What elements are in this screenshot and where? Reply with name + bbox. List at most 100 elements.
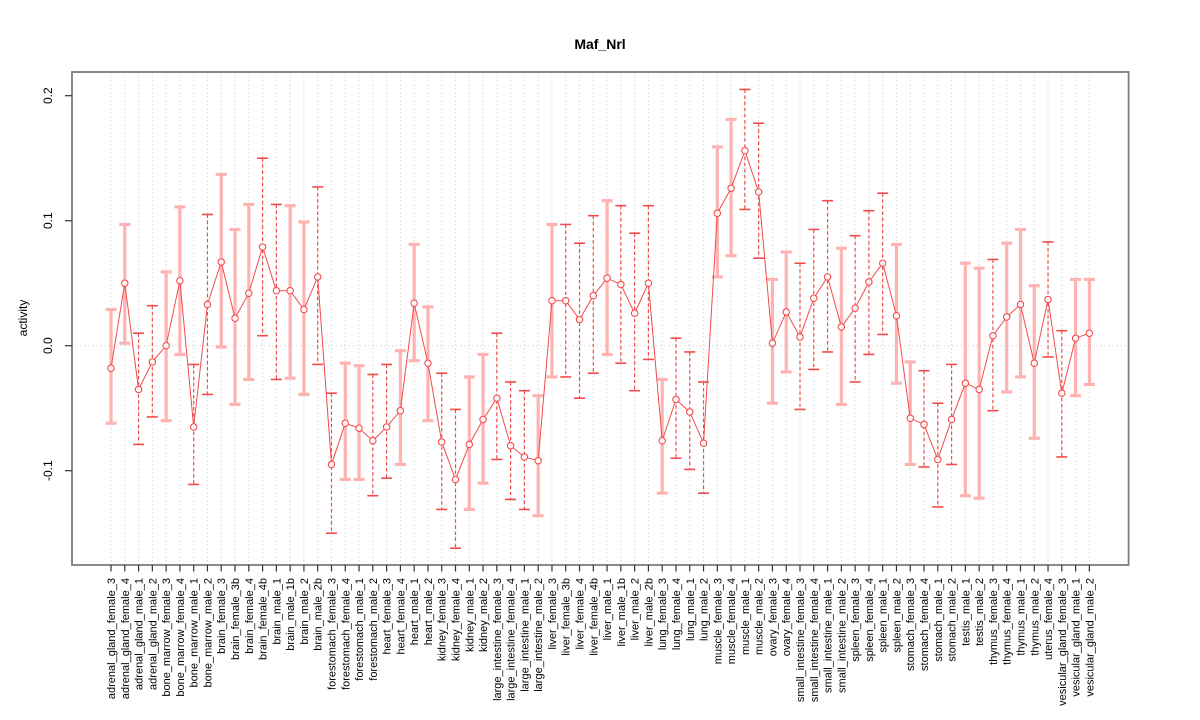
x-tick-label: adrenal_gland_male_2 xyxy=(147,578,159,690)
data-point xyxy=(561,296,570,305)
x-tick-label: large_intestine_male_2 xyxy=(533,578,545,692)
data-point xyxy=(1016,300,1025,309)
data-point xyxy=(699,439,708,447)
data-point xyxy=(603,274,611,282)
x-tick-label: large_intestine_male_1 xyxy=(519,578,531,692)
x-tick-label: testis_male_2 xyxy=(974,578,986,646)
data-point xyxy=(961,379,970,387)
x-tick-label: lung_male_1 xyxy=(685,578,697,641)
data-point xyxy=(837,323,846,331)
plot-border xyxy=(71,71,1130,566)
x-tick-label: heart_male_2 xyxy=(423,578,435,645)
data-point xyxy=(493,394,501,402)
x-tick-label: liver_female_3b xyxy=(561,578,573,656)
data-point xyxy=(479,415,487,424)
x-tick-label: vesicular_gland_male_2 xyxy=(1084,578,1096,697)
x-tick-label: ovary_female_4 xyxy=(781,578,793,656)
data-point xyxy=(823,273,832,281)
data-point xyxy=(892,311,901,320)
x-tick-label: thymus_female_3 xyxy=(988,578,1000,665)
x-tick-label: liver_male_2b xyxy=(643,578,655,646)
data-point xyxy=(589,291,598,300)
x-tick-label: lung_female_3 xyxy=(657,578,669,650)
data-point xyxy=(644,279,653,287)
x-tick-label: stomach_male_2 xyxy=(947,578,959,662)
data-point xyxy=(672,395,680,404)
x-tick-label: adrenal_gland_female_3 xyxy=(106,578,118,699)
x-tick-label: small_intestine_female_4 xyxy=(809,578,821,702)
data-point xyxy=(313,273,322,281)
x-tick-label: muscle_female_4 xyxy=(726,578,738,664)
x-tick-label: forestomach_male_1 xyxy=(354,578,366,681)
x-tick-label: small_intestine_female_3 xyxy=(795,578,807,702)
data-point xyxy=(713,209,722,217)
x-tick-label: bone_marrow_female_3 xyxy=(161,578,173,697)
x-tick-label: bone_marrow_male_2 xyxy=(202,578,214,687)
data-point xyxy=(865,278,873,286)
x-tick-label: lung_male_2 xyxy=(699,578,711,641)
data-point xyxy=(920,420,928,429)
x-tick-label: liver_female_4 xyxy=(575,578,587,650)
data-point xyxy=(245,289,253,297)
x-tick-label: thymus_male_2 xyxy=(1029,578,1041,656)
x-tick-label: kidney_female_3 xyxy=(437,578,449,661)
x-tick-label: uterus_female_4 xyxy=(1043,578,1055,660)
data-point xyxy=(506,441,515,450)
series-line xyxy=(110,149,1090,481)
data-point xyxy=(934,455,942,464)
y-tick-label: 0.2 xyxy=(41,87,55,104)
x-tick-label: thymus_female_4 xyxy=(1002,578,1014,665)
x-tick-label: vesicular_gland_male_1 xyxy=(1071,578,1083,697)
data-point xyxy=(424,359,432,367)
x-tick-label: small_intestine_male_1 xyxy=(823,578,835,693)
x-tick-label: large_intestine_female_3 xyxy=(492,578,504,701)
x-tick-label: brain_female_3b xyxy=(230,578,242,660)
data-point xyxy=(947,415,956,424)
data-point xyxy=(1002,313,1011,321)
data-point xyxy=(548,296,556,305)
x-tick-label: muscle_female_3 xyxy=(712,578,724,664)
data-point xyxy=(465,440,474,449)
chart-title: Maf_Nrl xyxy=(574,36,625,52)
x-tick-label: thymus_male_1 xyxy=(1015,578,1027,656)
data-point xyxy=(231,314,239,322)
x-tick-label: forestomach_female_4 xyxy=(340,578,352,690)
x-tick-label: liver_female_3 xyxy=(547,578,559,650)
x-tick-label: forestomach_male_2 xyxy=(368,578,380,681)
data-point xyxy=(534,456,542,465)
data-point xyxy=(286,286,294,295)
data-point xyxy=(575,315,584,324)
x-tick-label: kidney_male_1 xyxy=(464,578,476,652)
data-point xyxy=(686,408,694,416)
y-axis-label: activity xyxy=(16,300,30,337)
x-tick-label: liver_male_1 xyxy=(602,578,614,640)
x-tick-label: kidney_male_2 xyxy=(478,578,490,652)
x-tick-label: liver_male_1b xyxy=(616,578,628,646)
data-point xyxy=(107,364,115,372)
data-point xyxy=(851,304,859,312)
data-point xyxy=(134,385,143,394)
data-point xyxy=(162,341,170,350)
data-point xyxy=(355,424,363,432)
data-point xyxy=(727,184,735,192)
data-point xyxy=(782,308,790,316)
data-point xyxy=(630,309,639,317)
data-point xyxy=(382,423,391,431)
x-tick-label: brain_male_1b xyxy=(285,578,297,651)
data-point xyxy=(121,279,129,287)
y-tick-label: 0.1 xyxy=(41,212,55,229)
x-tick-label: adrenal_gland_female_4 xyxy=(120,578,132,699)
x-tick-label: heart_male_1 xyxy=(409,578,421,645)
x-tick-label: spleen_male_1 xyxy=(878,578,890,653)
data-point xyxy=(203,300,212,309)
data-point xyxy=(176,276,184,285)
data-point xyxy=(906,414,914,422)
data-point xyxy=(1030,359,1039,367)
x-tick-label: brain_male_2 xyxy=(299,578,311,645)
data-point xyxy=(1058,389,1066,397)
x-tick-label: stomach_female_3 xyxy=(905,578,917,671)
x-tick-label: spleen_female_3 xyxy=(850,578,862,662)
x-tick-label: muscle_male_1 xyxy=(740,578,752,655)
x-tick-label: ovary_female_3 xyxy=(767,578,779,656)
